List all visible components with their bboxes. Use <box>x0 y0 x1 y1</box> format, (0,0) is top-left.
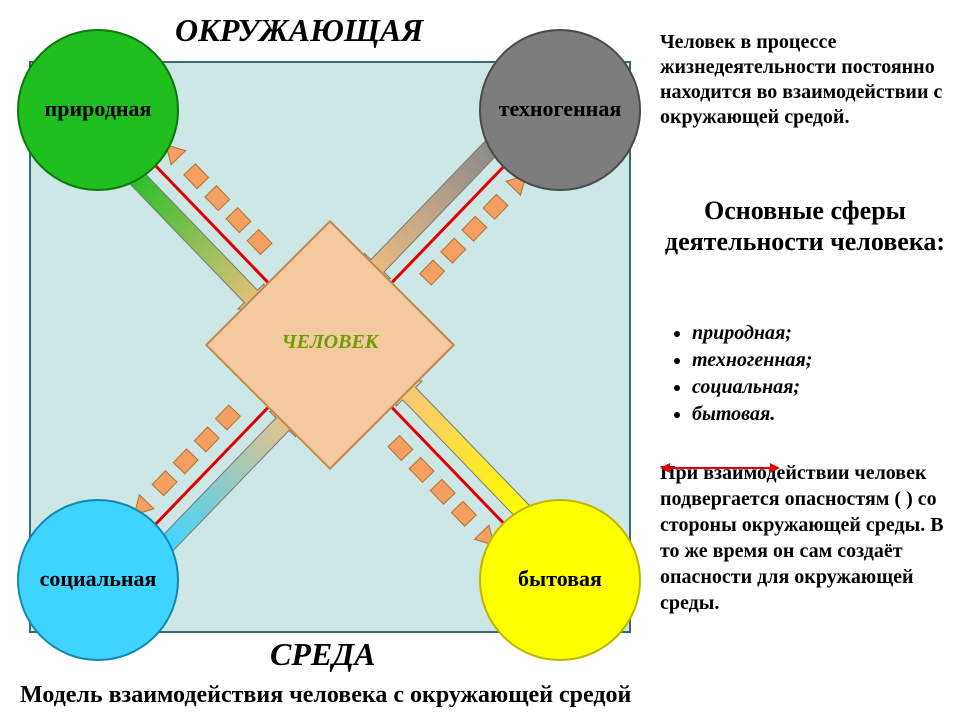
sphere-item: социальная; <box>692 374 950 401</box>
node-technogenic-label: техногенная <box>470 96 650 122</box>
sphere-item: бытовая. <box>692 401 950 428</box>
sphere-item: техногенная; <box>692 347 950 374</box>
sphere-item: природная; <box>692 320 950 347</box>
model-caption: Модель взаимодействия человека с окружаю… <box>20 682 940 709</box>
node-natural-label: природная <box>8 96 188 122</box>
node-social-label: социальная <box>8 566 188 592</box>
title-environment: СРЕДА <box>270 636 375 673</box>
spheres-list: природная; техногенная; социальная; быто… <box>670 320 950 428</box>
side-heading: Основные сферы деятельности человека: <box>660 195 950 257</box>
title-surrounding: ОКРУЖАЮЩАЯ <box>175 12 423 49</box>
side-intro-text: Человек в процессе жизнедеятельности пос… <box>660 30 950 130</box>
center-human-label: ЧЕЛОВЕК <box>250 331 410 354</box>
side-danger-text: При взаимодействии человек подвергается … <box>660 460 950 616</box>
danger-double-arrow-icon <box>660 460 780 476</box>
node-domestic-label: бытовая <box>470 566 650 592</box>
